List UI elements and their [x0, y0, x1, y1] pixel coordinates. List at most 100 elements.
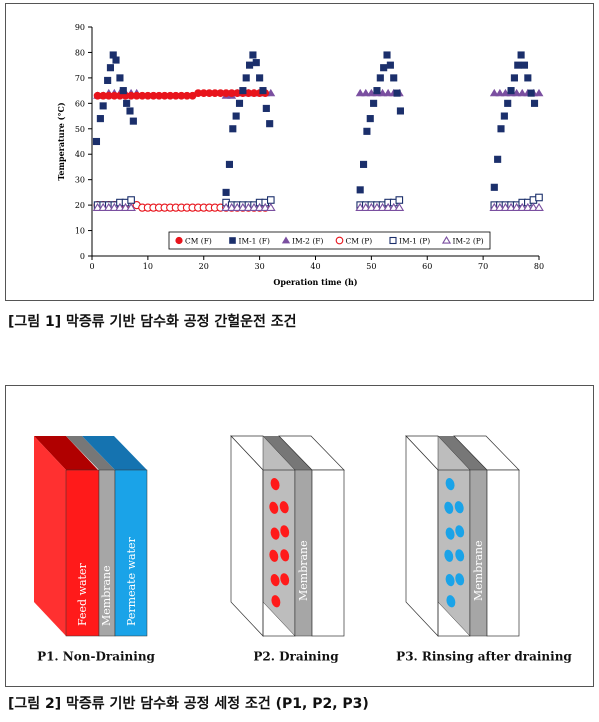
- p1-feed-side: [34, 436, 66, 636]
- point-im-2-p: [98, 202, 109, 211]
- point-im-1-f: [396, 107, 404, 115]
- point-im-1-f: [370, 99, 378, 107]
- p1-permeate-label: Permeate water: [125, 536, 138, 626]
- point-im-1-f: [500, 112, 508, 120]
- p1-title: P1. Non-Draining: [37, 649, 155, 663]
- point-im-1-f: [129, 117, 137, 125]
- point-im-1-f: [116, 74, 124, 82]
- point-im-2-p: [126, 202, 136, 211]
- water-droplet: [270, 527, 280, 540]
- point-im-2-f: [383, 88, 393, 97]
- point-im-1-p: [535, 193, 543, 202]
- legend-label: CM (F): [185, 237, 212, 246]
- figure1-caption: [그림 1] 막증류 기반 담수화 공정 간헐운전 조건: [8, 314, 297, 330]
- point-im-1-f: [517, 51, 525, 59]
- point-im-2-p: [243, 202, 254, 211]
- point-im-1-f: [504, 99, 512, 107]
- water-droplet: [270, 478, 280, 491]
- point-im-1-f: [92, 137, 101, 146]
- point-im-1-f: [256, 74, 264, 82]
- legend-marker: [175, 236, 183, 245]
- figure2-caption: [그림 2] 막증류 기반 담수화 공정 세정 조건 (P1, P2, P3): [8, 696, 369, 712]
- p2-membrane-top: [263, 436, 312, 470]
- x-tick-label: 50: [366, 262, 376, 271]
- point-im-2-f: [495, 88, 505, 97]
- x-tick-label: 40: [310, 262, 320, 271]
- point-im-2-p: [254, 202, 265, 211]
- point-im-1-f: [126, 107, 134, 115]
- point-im-2-p: [221, 202, 231, 211]
- figure1-frame: 0 10 20 30 40 50 60 70 80 90 0 10 20 30 40 50 60 70 80 Oper…: [5, 3, 594, 301]
- y-tick-label: 90: [75, 23, 85, 32]
- point-im-1-f: [490, 183, 498, 191]
- p1-membrane-top: [66, 436, 115, 470]
- x-tick-label: 70: [478, 262, 488, 271]
- y-tick-label: 40: [75, 150, 85, 159]
- point-im-1-f: [112, 56, 120, 64]
- legend-label: IM-2 (P): [453, 237, 484, 246]
- point-im-2-p: [232, 202, 243, 211]
- legend-marker: [441, 236, 452, 244]
- point-im-2-p: [366, 202, 377, 211]
- point-im-1-f: [497, 125, 505, 133]
- p1-feed-label: Feed water: [76, 563, 89, 626]
- y-tick-label: 60: [75, 99, 85, 108]
- point-im-1-f: [527, 89, 535, 97]
- cleaning-conditions-diagram: Feed water Membrane Permeate water P1. N…: [34, 435, 572, 663]
- legend-label: IM-1 (P): [399, 237, 430, 246]
- legend-label: CM (P): [346, 237, 373, 246]
- y-tick-label: 10: [75, 227, 85, 236]
- point-im-1-f: [246, 61, 254, 69]
- point-im-1-f: [510, 74, 518, 82]
- point-im-1-f: [106, 64, 114, 72]
- point-im-1-f: [242, 74, 250, 82]
- x-tick-label: 60: [422, 262, 432, 271]
- point-im-2-p: [372, 202, 382, 211]
- point-im-1-f: [356, 186, 364, 194]
- point-im-2-p: [360, 202, 371, 211]
- p3-feed-side: [405, 435, 439, 637]
- water-droplet: [455, 573, 465, 586]
- point-im-2-p: [92, 202, 103, 211]
- point-im-1-f: [229, 125, 237, 133]
- point-im-1-p: [266, 196, 275, 204]
- legend-label: IM-1 (F): [239, 237, 270, 246]
- point-im-2-f: [501, 88, 510, 97]
- point-im-2-p: [495, 202, 505, 211]
- point-im-2-p: [109, 202, 120, 211]
- p2-membrane-label: Membrane: [297, 540, 310, 601]
- point-im-1-f: [252, 59, 260, 67]
- point-im-2-p: [377, 202, 388, 211]
- panel-p3: Membrane P3. Rinsing after draining: [396, 435, 572, 663]
- point-im-1-f: [520, 61, 529, 69]
- point-im-2-p: [534, 202, 544, 211]
- panel-p1: Feed water Membrane Permeate water P1. N…: [34, 436, 156, 663]
- point-im-2-p: [260, 202, 271, 211]
- water-droplet: [445, 574, 455, 587]
- point-im-2-f: [361, 88, 371, 97]
- p1-membrane-label: Membrane: [100, 565, 113, 626]
- x-tick-label: 10: [143, 262, 153, 271]
- point-im-1-f: [386, 61, 394, 69]
- y-tick-label: 30: [75, 176, 85, 185]
- point-im-1-f: [104, 76, 112, 84]
- p3-title: P3. Rinsing after draining: [396, 649, 572, 663]
- water-droplet: [446, 595, 456, 608]
- point-im-2-p: [511, 202, 522, 211]
- point-im-2-p: [103, 202, 114, 211]
- water-droplet: [280, 525, 290, 538]
- point-im-2-p: [115, 202, 125, 211]
- temperature-chart: 0 10 20 30 40 50 60 70 80 90 0 10 20 30 40 50 60 70 80 Oper…: [56, 23, 544, 287]
- point-im-1-f: [363, 127, 371, 135]
- p1-permeate-front: [114, 469, 148, 637]
- point-im-1-f: [514, 61, 522, 69]
- water-droplet: [279, 501, 289, 514]
- point-im-2-p: [522, 202, 533, 211]
- point-im-1-f: [390, 74, 398, 82]
- point-im-1-f: [530, 99, 539, 107]
- point-im-1-f: [383, 51, 391, 59]
- p3-droplets: [444, 478, 465, 608]
- point-im-1-f: [494, 155, 502, 163]
- point-im-1-f: [507, 87, 515, 95]
- p2-title: P2. Draining: [253, 649, 339, 663]
